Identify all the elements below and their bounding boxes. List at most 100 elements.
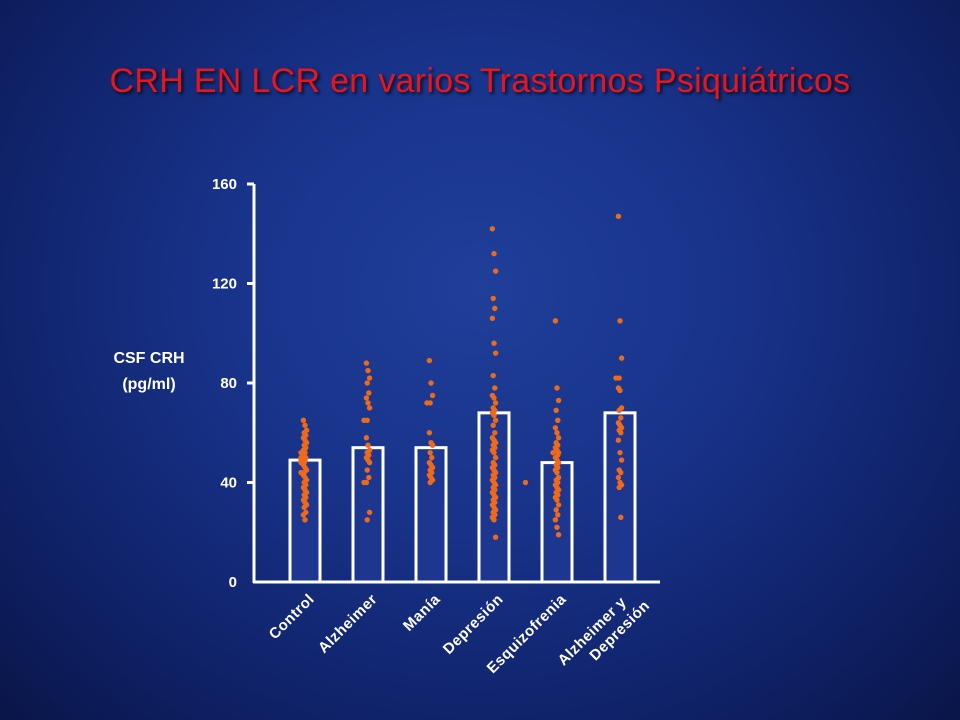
data-point-4-5	[492, 305, 498, 312]
data-point-5-36	[552, 517, 559, 523]
data-point-6-9	[616, 407, 622, 414]
x-label-3-line-1: Manía	[400, 591, 444, 635]
data-point-2-7	[365, 400, 371, 406]
data-point-3-9	[427, 449, 433, 456]
data-point-5-7	[554, 430, 560, 436]
points-group	[298, 213, 625, 540]
data-point-6-16	[615, 437, 622, 443]
data-point-5-6	[552, 425, 559, 431]
data-point-2-10	[361, 417, 367, 424]
data-point-4-3	[492, 268, 499, 274]
data-point-6-25	[618, 514, 624, 521]
data-point-3-6	[426, 430, 433, 436]
bars-group	[288, 411, 637, 584]
data-point-5-33	[555, 502, 562, 508]
data-point-2-1	[363, 360, 370, 366]
data-point-5-4	[553, 407, 559, 414]
x-label-2-line-1: Alzheimer	[315, 591, 381, 657]
data-point-4-20	[492, 430, 498, 436]
data-point-3-8	[429, 442, 436, 448]
data-point-4-27	[491, 449, 497, 456]
data-point-1-39	[301, 504, 307, 511]
data-point-3-10	[429, 454, 435, 461]
x-label-2: Alzheimer	[315, 591, 381, 657]
data-point-4-7	[491, 340, 497, 346]
x-label-1-line-1: Control	[266, 591, 318, 643]
y-axis-label-line-1: CSF CRH	[113, 350, 185, 367]
data-point-6-24	[616, 484, 622, 491]
y-tick-label-40: 40	[220, 475, 237, 492]
data-point-4-18	[492, 417, 499, 424]
extra-data-point-1	[522, 479, 529, 486]
data-point-6-10	[618, 415, 624, 421]
data-point-3-5	[424, 400, 430, 406]
data-point-6-5	[613, 375, 619, 381]
data-point-4-1	[489, 226, 496, 232]
data-point-2-3	[366, 375, 373, 381]
data-point-4-9	[490, 372, 496, 379]
data-point-5-35	[555, 512, 561, 518]
data-point-5-32	[554, 497, 560, 503]
data-point-2-12	[365, 442, 371, 448]
data-point-2-24	[364, 517, 370, 523]
data-point-6-18	[618, 457, 625, 463]
data-point-1-2	[302, 422, 308, 428]
x-label-3: Manía	[400, 591, 444, 635]
data-point-3-3	[429, 392, 436, 399]
data-point-4-13	[492, 400, 499, 406]
data-point-4-10	[492, 385, 498, 391]
data-point-5-34	[553, 507, 559, 513]
data-point-2-8	[366, 405, 373, 411]
data-point-1-42	[302, 517, 308, 523]
data-point-5-2	[554, 385, 560, 391]
data-point-4-4	[490, 295, 496, 302]
data-point-4-53	[492, 534, 499, 540]
data-point-3-2	[428, 380, 434, 386]
data-point-2-5	[366, 390, 372, 396]
data-point-2-4	[364, 380, 370, 386]
data-point-4-17	[491, 412, 497, 419]
data-point-2-2	[365, 367, 371, 374]
x-label-4: Depresión	[440, 591, 507, 658]
data-point-5-3	[555, 397, 562, 404]
y-tick-label-0: 0	[229, 574, 237, 591]
data-point-4-19	[490, 422, 496, 428]
data-point-1-41	[300, 512, 307, 518]
y-ticks-group: 0 40 80 120 160	[212, 176, 254, 591]
data-point-2-19	[364, 467, 370, 473]
data-point-3-1	[426, 357, 433, 364]
data-point-6-15	[618, 430, 624, 436]
data-point-4-8	[492, 350, 499, 356]
data-point-6-17	[617, 449, 623, 456]
data-point-4-2	[491, 250, 497, 257]
data-point-2-22	[361, 479, 367, 486]
data-point-4-52	[491, 517, 497, 523]
data-point-5-22	[554, 469, 560, 476]
y-axis-label-line-2: (pg/ml)	[122, 376, 176, 393]
data-point-2-18	[366, 459, 373, 466]
x-label-1: Control	[266, 591, 318, 643]
data-point-2-20	[366, 474, 372, 481]
data-point-2-11	[363, 435, 370, 441]
data-point-6-20	[618, 469, 624, 476]
data-point-6-3	[618, 355, 625, 361]
data-point-6-1	[615, 213, 622, 220]
y-tick-label-120: 120	[212, 276, 237, 293]
y-tick-label-80: 80	[220, 375, 237, 392]
y-tick-label-160: 160	[212, 176, 237, 193]
data-point-3-19	[427, 479, 433, 486]
data-point-4-28	[492, 454, 499, 461]
chart-title: CRH EN LCR en varios Trastornos Psiquiát…	[109, 62, 851, 100]
data-point-5-37	[554, 524, 560, 530]
y-axis-label: CSF CRH (pg/ml)	[84, 346, 214, 398]
data-point-4-12	[491, 395, 497, 401]
x-label-4-line-1: Depresión	[440, 591, 507, 658]
data-point-5-14	[550, 449, 556, 456]
data-point-5-8	[555, 435, 562, 441]
data-point-5-5	[555, 417, 561, 424]
data-point-1-1	[300, 417, 307, 424]
data-point-2-6	[363, 395, 370, 401]
data-point-6-2	[617, 318, 623, 324]
